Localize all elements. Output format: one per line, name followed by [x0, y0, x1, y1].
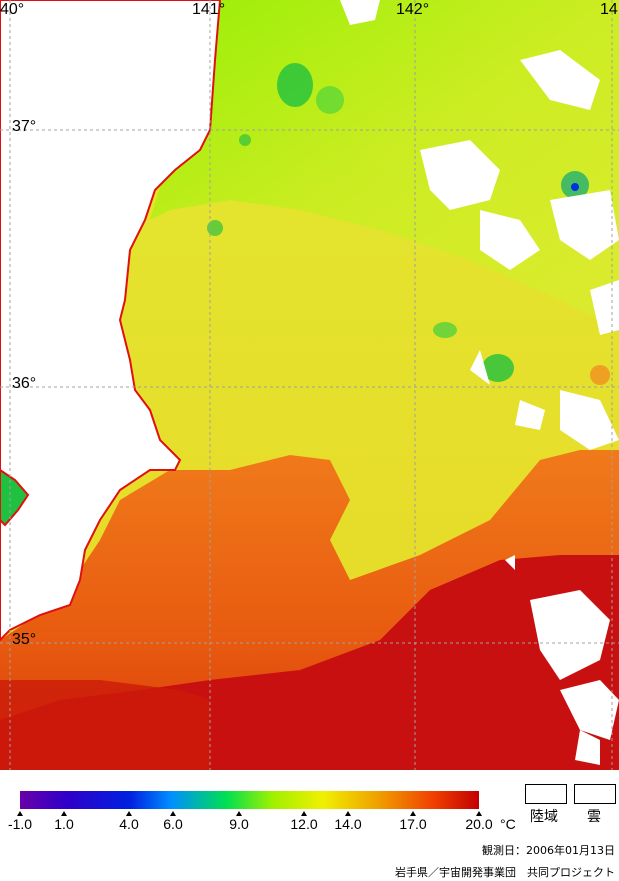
lat-label-37: 37° — [12, 118, 37, 135]
colorbar-tick-label: 6.0 — [163, 816, 183, 832]
land-area — [0, 0, 222, 642]
inland-water — [0, 468, 30, 527]
cloud-legend-label: 雲 — [587, 809, 601, 825]
eddy — [316, 86, 344, 114]
colorbar-unit: °C — [500, 816, 516, 832]
credit-text: 岩手県／宇宙開発事業団 共同プロジェクト — [395, 866, 615, 879]
graticule — [0, 0, 619, 770]
eddy-core — [571, 183, 579, 191]
land-legend-label: 陸域 — [530, 809, 558, 825]
land-legend-swatch — [525, 784, 567, 804]
lat-label-36: 36° — [12, 375, 37, 392]
colorbar-tick-label: 4.0 — [119, 816, 139, 832]
lon-label-141: 141° — [192, 1, 226, 18]
colorbar — [20, 791, 479, 809]
lon-label-142: 142° — [396, 1, 430, 18]
colorbar-tick-label: 12.0 — [290, 816, 318, 832]
colorbar-tick-label: 14.0 — [334, 816, 362, 832]
cloud-mask — [340, 0, 619, 765]
lat-label-35: 35° — [12, 631, 37, 648]
lon-label-140: 40° — [0, 1, 25, 18]
cloud-legend-swatch — [574, 784, 616, 804]
colorbar-tick-label: 20.0 — [465, 816, 493, 832]
observation-date: 観測日：2006年01月13日 — [482, 844, 615, 857]
eddy — [433, 322, 457, 338]
eddy — [277, 63, 313, 107]
colorbar-tick-label: -1.0 — [7, 816, 33, 832]
colorbar-tick-label: 17.0 — [399, 816, 427, 832]
eddy — [482, 354, 514, 382]
colorbar-tick-marks — [17, 811, 482, 816]
colorbar-tick-label: 1.0 — [54, 816, 74, 832]
colorbar-tick-label: 9.0 — [229, 816, 249, 832]
lon-label-143: 14 — [600, 1, 618, 18]
